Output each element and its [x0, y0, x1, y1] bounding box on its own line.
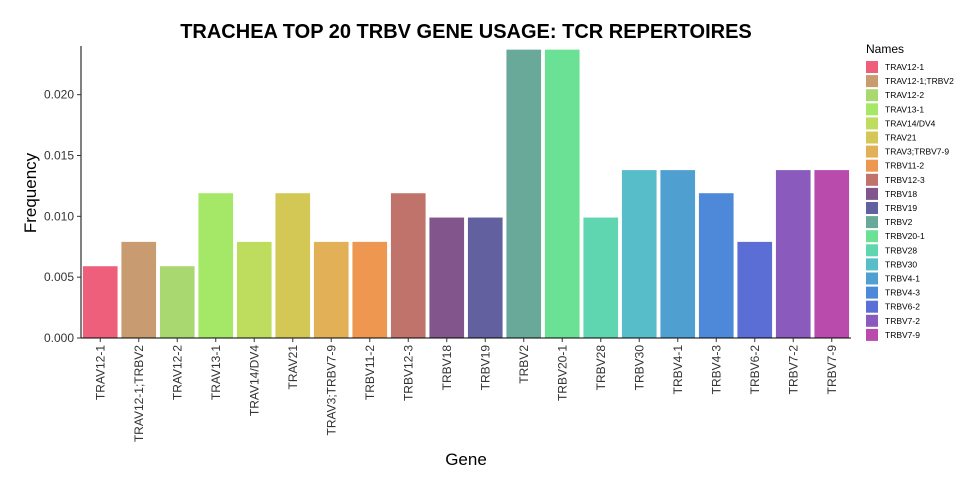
x-tick-label: TRBV7-2: [786, 345, 800, 395]
y-axis-title: Frequency: [21, 152, 40, 233]
x-tick-label: TRAV13-1: [209, 345, 223, 400]
legend-label: TRBV7-2: [885, 316, 920, 326]
legend-key: [866, 230, 878, 243]
legend-label: TRBV30: [885, 259, 917, 269]
legend-key: [866, 258, 878, 271]
x-tick-label: TRAV3;TRBV7-9: [324, 345, 338, 436]
x-tick-label: TRBV12-3: [401, 345, 415, 401]
legend-label: TRAV13-1: [885, 104, 924, 114]
legend-label: TRBV28: [885, 245, 917, 255]
x-tick-label: TRBV4-3: [709, 345, 723, 395]
legend-key: [866, 89, 878, 102]
x-tick-label: TRBV7-9: [825, 345, 839, 395]
legend-key: [866, 216, 878, 229]
bar-trav13-1: [198, 193, 234, 338]
legend-key: [866, 173, 878, 186]
bar-trbv6-2: [737, 241, 773, 338]
legend-key: [866, 117, 878, 130]
bar-trav14-dv4: [236, 241, 272, 338]
legend-key: [866, 244, 878, 257]
legend-key: [866, 286, 878, 299]
bar-trbv20-1: [544, 49, 580, 339]
x-tick-label: TRBV19: [478, 345, 492, 391]
bar-trbv28: [583, 217, 619, 338]
legend-label: TRAV12-2: [885, 90, 924, 100]
legend-key: [866, 131, 878, 144]
axes: 0.000 0.005 0.010 0.015 0.020 TRAV12-1 TRAV12-…: [44, 46, 851, 442]
legend-label: TRAV21: [885, 133, 917, 143]
legend: TRAV12-1 TRAV12-1;TRBV2 TRAV12-2 TRAV13-1 TR…: [866, 61, 954, 341]
y-tick-label: 0.020: [44, 88, 74, 102]
x-tick-label: TRBV18: [440, 345, 454, 391]
x-tick-label: TRBV4-1: [671, 345, 685, 395]
legend-title: Names: [866, 42, 904, 56]
legend-key: [866, 272, 878, 285]
bar-trbv12-3: [390, 193, 426, 338]
x-tick-label: TRBV20-1: [555, 345, 569, 401]
x-tick-label: TRBV11-2: [363, 345, 377, 400]
bar-trav3-trbv7-9: [313, 241, 349, 338]
x-tick-label: TRBV30: [632, 345, 646, 391]
legend-label: TRBV4-3: [885, 288, 920, 298]
legend-key: [866, 103, 878, 116]
legend-label: TRAV14/DV4: [885, 118, 936, 128]
legend-key: [866, 187, 878, 200]
bar-trbv19: [467, 217, 503, 338]
legend-key: [866, 61, 878, 73]
bar-trav12-1-trbv2: [121, 241, 157, 338]
bar-trbv4-1: [660, 170, 696, 338]
legend-label: TRBV11-2: [885, 161, 924, 171]
legend-key: [866, 75, 878, 88]
plot-area: [82, 49, 850, 339]
y-tick-label: 0.010: [44, 209, 74, 223]
legend-key: [866, 202, 878, 214]
legend-label: TRBV18: [885, 189, 917, 199]
bar-trbv4-3: [698, 193, 734, 338]
x-tick-label: TRBV6-2: [748, 345, 762, 395]
bar-trbv7-2: [775, 170, 811, 338]
bar-trbv11-2: [352, 241, 388, 338]
bar-trbv30: [621, 170, 657, 338]
bar-trbv18: [429, 217, 465, 338]
legend-label: TRAV12-1;TRBV2: [885, 76, 954, 86]
x-tick-label: TRAV14/DV4: [247, 345, 261, 416]
bar-trbv7-9: [814, 170, 850, 338]
legend-label: TRBV19: [885, 203, 917, 213]
legend-label: TRBV2: [885, 217, 913, 227]
legend-label: TRAV12-1: [885, 62, 924, 72]
legend-label: TRAV3;TRBV7-9: [885, 147, 949, 157]
x-tick-label: TRAV12-1;TRBV2: [132, 345, 146, 442]
x-tick-label: TRAV12-1: [93, 345, 107, 400]
legend-label: TRBV7-9: [885, 330, 920, 340]
legend-key: [866, 328, 878, 341]
legend-label: TRBV4-1: [885, 274, 920, 284]
legend-label: TRBV12-3: [885, 175, 925, 185]
legend-label: TRBV6-2: [885, 302, 920, 312]
chart-title: TRACHEA TOP 20 TRBV GENE USAGE: TCR REPE…: [180, 21, 752, 43]
bar-trav21: [275, 193, 311, 338]
bar-trav12-1: [82, 266, 118, 338]
x-tick-label: TRBV28: [594, 345, 608, 391]
legend-label: TRBV20-1: [885, 231, 925, 241]
x-tick-label: TRAV21: [286, 345, 300, 390]
legend-key: [866, 314, 878, 327]
legend-key: [866, 145, 878, 158]
legend-key: [866, 300, 878, 313]
bar-trav12-2: [159, 266, 195, 338]
y-tick-label: 0.000: [44, 331, 74, 345]
bar-trbv2: [506, 49, 542, 339]
legend-key: [866, 159, 878, 172]
y-tick-label: 0.015: [44, 149, 74, 163]
x-axis-title: Gene: [445, 450, 487, 469]
x-tick-label: TRAV12-2: [170, 345, 184, 400]
y-tick-label: 0.005: [44, 270, 74, 284]
x-tick-label: TRBV2: [517, 345, 531, 384]
